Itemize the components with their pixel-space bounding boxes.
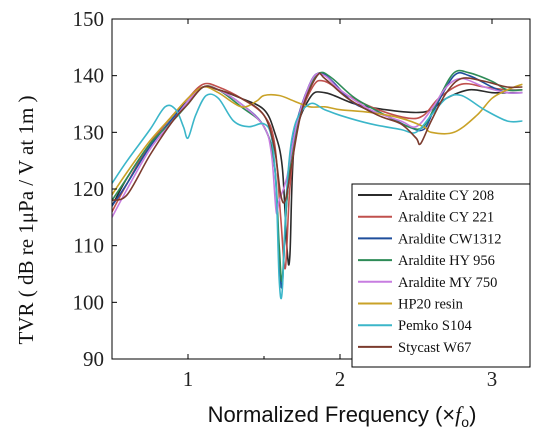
y-tick-label: 130	[73, 120, 105, 144]
legend-entry: Araldite CY 208	[358, 188, 494, 204]
y-tick-label: 110	[73, 234, 104, 258]
legend-entry: HP20 resin	[358, 297, 464, 313]
ticks-layer: 90 100 110 120 130 140 150 1 2 3	[73, 7, 530, 391]
x-axis-label-var: f	[455, 402, 464, 427]
legend-label: Araldite CY 208	[398, 188, 494, 204]
legend-entry: Stycast W67	[358, 340, 471, 356]
x-axis-label-close: )	[469, 402, 476, 427]
x-axis-label-sub: o	[461, 414, 469, 430]
legend-label: HP20 resin	[398, 297, 464, 313]
legend-entry: Pemko S104	[358, 318, 472, 334]
series-line-stycast-w67	[112, 72, 523, 204]
legend-entry: Araldite MY 750	[358, 275, 497, 291]
x-tick-label: 3	[487, 367, 498, 391]
series-line-hp20-resin	[112, 83, 523, 196]
x-axis-label-main: Normalized Frequency (×	[208, 402, 456, 427]
x-tick-label: 2	[335, 367, 346, 391]
y-tick-label: 140	[73, 64, 105, 88]
x-axis-label: Normalized Frequency (×fo)	[208, 402, 477, 430]
legend-label: Araldite MY 750	[398, 275, 497, 291]
series-line-pemko-s104	[112, 93, 523, 300]
legend-label: Stycast W67	[398, 340, 471, 356]
series-layer	[112, 69, 523, 300]
y-tick-label: 150	[73, 7, 105, 31]
series-line-araldite-my-750	[112, 72, 523, 218]
legend-label: Araldite CY 221	[398, 210, 494, 226]
legend-entry: Araldite CY 221	[358, 210, 494, 226]
legend-entry: Araldite HY 956	[358, 253, 495, 269]
legend-label: Araldite CW1312	[398, 231, 502, 247]
legend-entry: Araldite CW1312	[358, 231, 502, 247]
legend-label: Pemko S104	[398, 318, 472, 334]
y-tick-label: 100	[73, 290, 105, 314]
legend-label: Araldite HY 956	[398, 253, 495, 269]
y-tick-label: 90	[83, 347, 104, 371]
y-tick-label: 120	[73, 177, 105, 201]
legend: Araldite CY 208 Araldite CY 221 Araldite C…	[351, 183, 531, 368]
y-axis-label: TVR ( dB re 1μPa / V at 1m )	[14, 95, 38, 344]
legend-box	[351, 183, 531, 368]
x-tick-label: 1	[183, 367, 194, 391]
